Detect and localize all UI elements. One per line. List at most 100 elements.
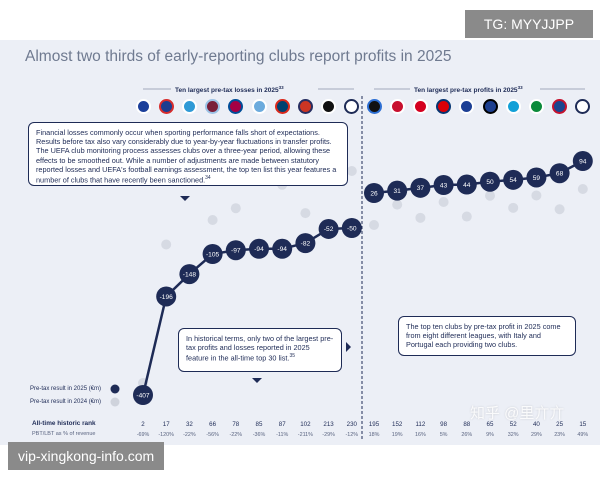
- note-top-left-ref: 34: [205, 175, 211, 182]
- note-top-left-pointer: [180, 196, 190, 201]
- juventus-crest-icon: [321, 99, 337, 114]
- rank-label-11: 195: [369, 421, 380, 428]
- marker-2024-18: [531, 190, 542, 201]
- rank-label-1: 2: [141, 421, 145, 428]
- rank-label-2: 17: [163, 421, 170, 428]
- pct-label-14: 5%: [440, 432, 448, 438]
- marker-2025-9: [318, 218, 339, 239]
- legend-2025-label: Pre-tax result in 2025 (€m): [30, 386, 102, 392]
- chart-title: Almost two thirds of early-reporting clu…: [25, 48, 452, 65]
- rank-label-5: 78: [232, 421, 239, 428]
- pct-label-4: -56%: [206, 432, 219, 438]
- profits-header-ref: 33: [517, 85, 523, 90]
- marker-2024-4: [207, 215, 218, 225]
- profits-series-line: [373, 159, 584, 195]
- pct-label-17: 32%: [508, 432, 519, 438]
- pct-label-10: -12%: [346, 432, 359, 438]
- marker-2024-11: [369, 220, 379, 230]
- data-label-2025-4: -105: [206, 251, 220, 258]
- marker-2025-1: [133, 385, 153, 405]
- marker-2025-7: [272, 238, 293, 259]
- pct-label-19: 23%: [554, 432, 565, 438]
- rank-label-9: 213: [323, 421, 334, 428]
- legend-2024-marker: [110, 397, 120, 407]
- marker-2024-10: [346, 166, 357, 176]
- marker-2024-2: [161, 239, 172, 250]
- pct-label-2: -120%: [158, 432, 174, 438]
- rank-label-17: 52: [510, 421, 517, 428]
- rank-label-3: 32: [186, 421, 193, 428]
- atletico-crest-icon: [297, 99, 313, 114]
- marker-2025-12: [387, 180, 408, 201]
- arsenal-crest-icon: [436, 99, 452, 114]
- marker-2025-14: [433, 175, 454, 195]
- note-right-text: The top ten clubs by pre-tax profit in 2…: [406, 322, 561, 350]
- marker-2025-4: [202, 244, 223, 264]
- losses-header-text: Ten largest pre-tax losses in 2025: [175, 87, 279, 95]
- rank-label-10: 230: [347, 421, 358, 428]
- man-city-crest-icon: [251, 99, 267, 114]
- pct-label-12: 19%: [392, 432, 403, 438]
- rank-label-19: 25: [556, 421, 563, 428]
- data-label-2025-19: 68: [556, 171, 564, 178]
- rank-label-15: 88: [463, 421, 470, 428]
- marker-2025-5: [225, 240, 246, 261]
- note-middle-pointer-down: [252, 378, 262, 383]
- marker-2025-16: [480, 171, 500, 192]
- pct-label-7: -11%: [276, 432, 288, 438]
- marker-2025-3: [179, 264, 200, 285]
- marker-2025-13: [410, 177, 431, 198]
- extra-crest-icon: [575, 99, 591, 114]
- marker-2025-6: [249, 238, 269, 259]
- data-label-2025-14: 43: [440, 182, 448, 189]
- marker-2024-15: [461, 211, 472, 222]
- data-label-2025-16: 50: [486, 179, 494, 186]
- lyon-crest-icon: [158, 99, 174, 114]
- rank-label-8: 102: [300, 421, 311, 428]
- inter-crest-icon: [482, 99, 498, 114]
- chelsea-crest-icon: [135, 99, 151, 114]
- rank-axis-label: All-time historic rank: [32, 420, 96, 427]
- extra-crest-icon: [344, 99, 360, 114]
- aston-villa-crest-icon: [205, 99, 221, 114]
- benfica-crest-icon: [412, 99, 428, 114]
- marker-2024-19: [554, 204, 565, 215]
- data-label-2025-12: 31: [394, 188, 402, 195]
- rank-label-18: 40: [533, 421, 540, 428]
- pct-label-13: 16%: [415, 432, 426, 438]
- rank-label-7: 87: [279, 421, 286, 428]
- losses-header: Ten largest pre-tax losses in 202533: [175, 85, 284, 94]
- crystal-palace-crest-icon: [552, 99, 568, 114]
- porto-crest-icon: [459, 99, 475, 114]
- marker-2024-8: [300, 208, 311, 219]
- psg-crest-icon: [274, 99, 290, 114]
- data-label-2025-8: -82: [301, 240, 311, 247]
- marker-2025-15: [456, 174, 477, 195]
- legend-2024-label: Pre-tax result in 2024 (€m): [30, 399, 102, 405]
- pct-axis-label: PBT/LBT as % of revenue: [32, 431, 96, 437]
- brugge-crest-icon: [366, 99, 382, 114]
- marker-2024-20: [577, 184, 588, 194]
- marker-2025-11: [364, 183, 384, 203]
- pct-label-1: -69%: [137, 432, 150, 438]
- data-label-2025-18: 59: [533, 175, 541, 182]
- pct-label-8: -211%: [298, 432, 313, 438]
- pct-label-16: 9%: [486, 432, 494, 438]
- data-label-2025-13: 37: [417, 185, 425, 192]
- data-label-2025-6: -94: [254, 246, 264, 253]
- napoli-crest-icon: [505, 99, 521, 114]
- data-label-2025-11: 26: [370, 190, 378, 197]
- marseille-crest-icon: [181, 99, 197, 114]
- marker-2024-14: [438, 197, 449, 207]
- marker-2025-18: [526, 167, 547, 188]
- data-label-2025-15: 44: [463, 182, 471, 189]
- marker-2025-8: [295, 233, 316, 254]
- rank-label-4: 66: [209, 421, 216, 428]
- rank-label-12: 152: [392, 421, 403, 428]
- data-label-2025-17: 54: [510, 177, 518, 184]
- marker-2024-12: [392, 199, 403, 210]
- celtic-crest-icon: [528, 99, 544, 114]
- profits-header: Ten largest pre-tax profits in 202533: [414, 85, 523, 94]
- marker-2025-17: [503, 169, 524, 190]
- feyenoord-crest-icon: [389, 99, 405, 114]
